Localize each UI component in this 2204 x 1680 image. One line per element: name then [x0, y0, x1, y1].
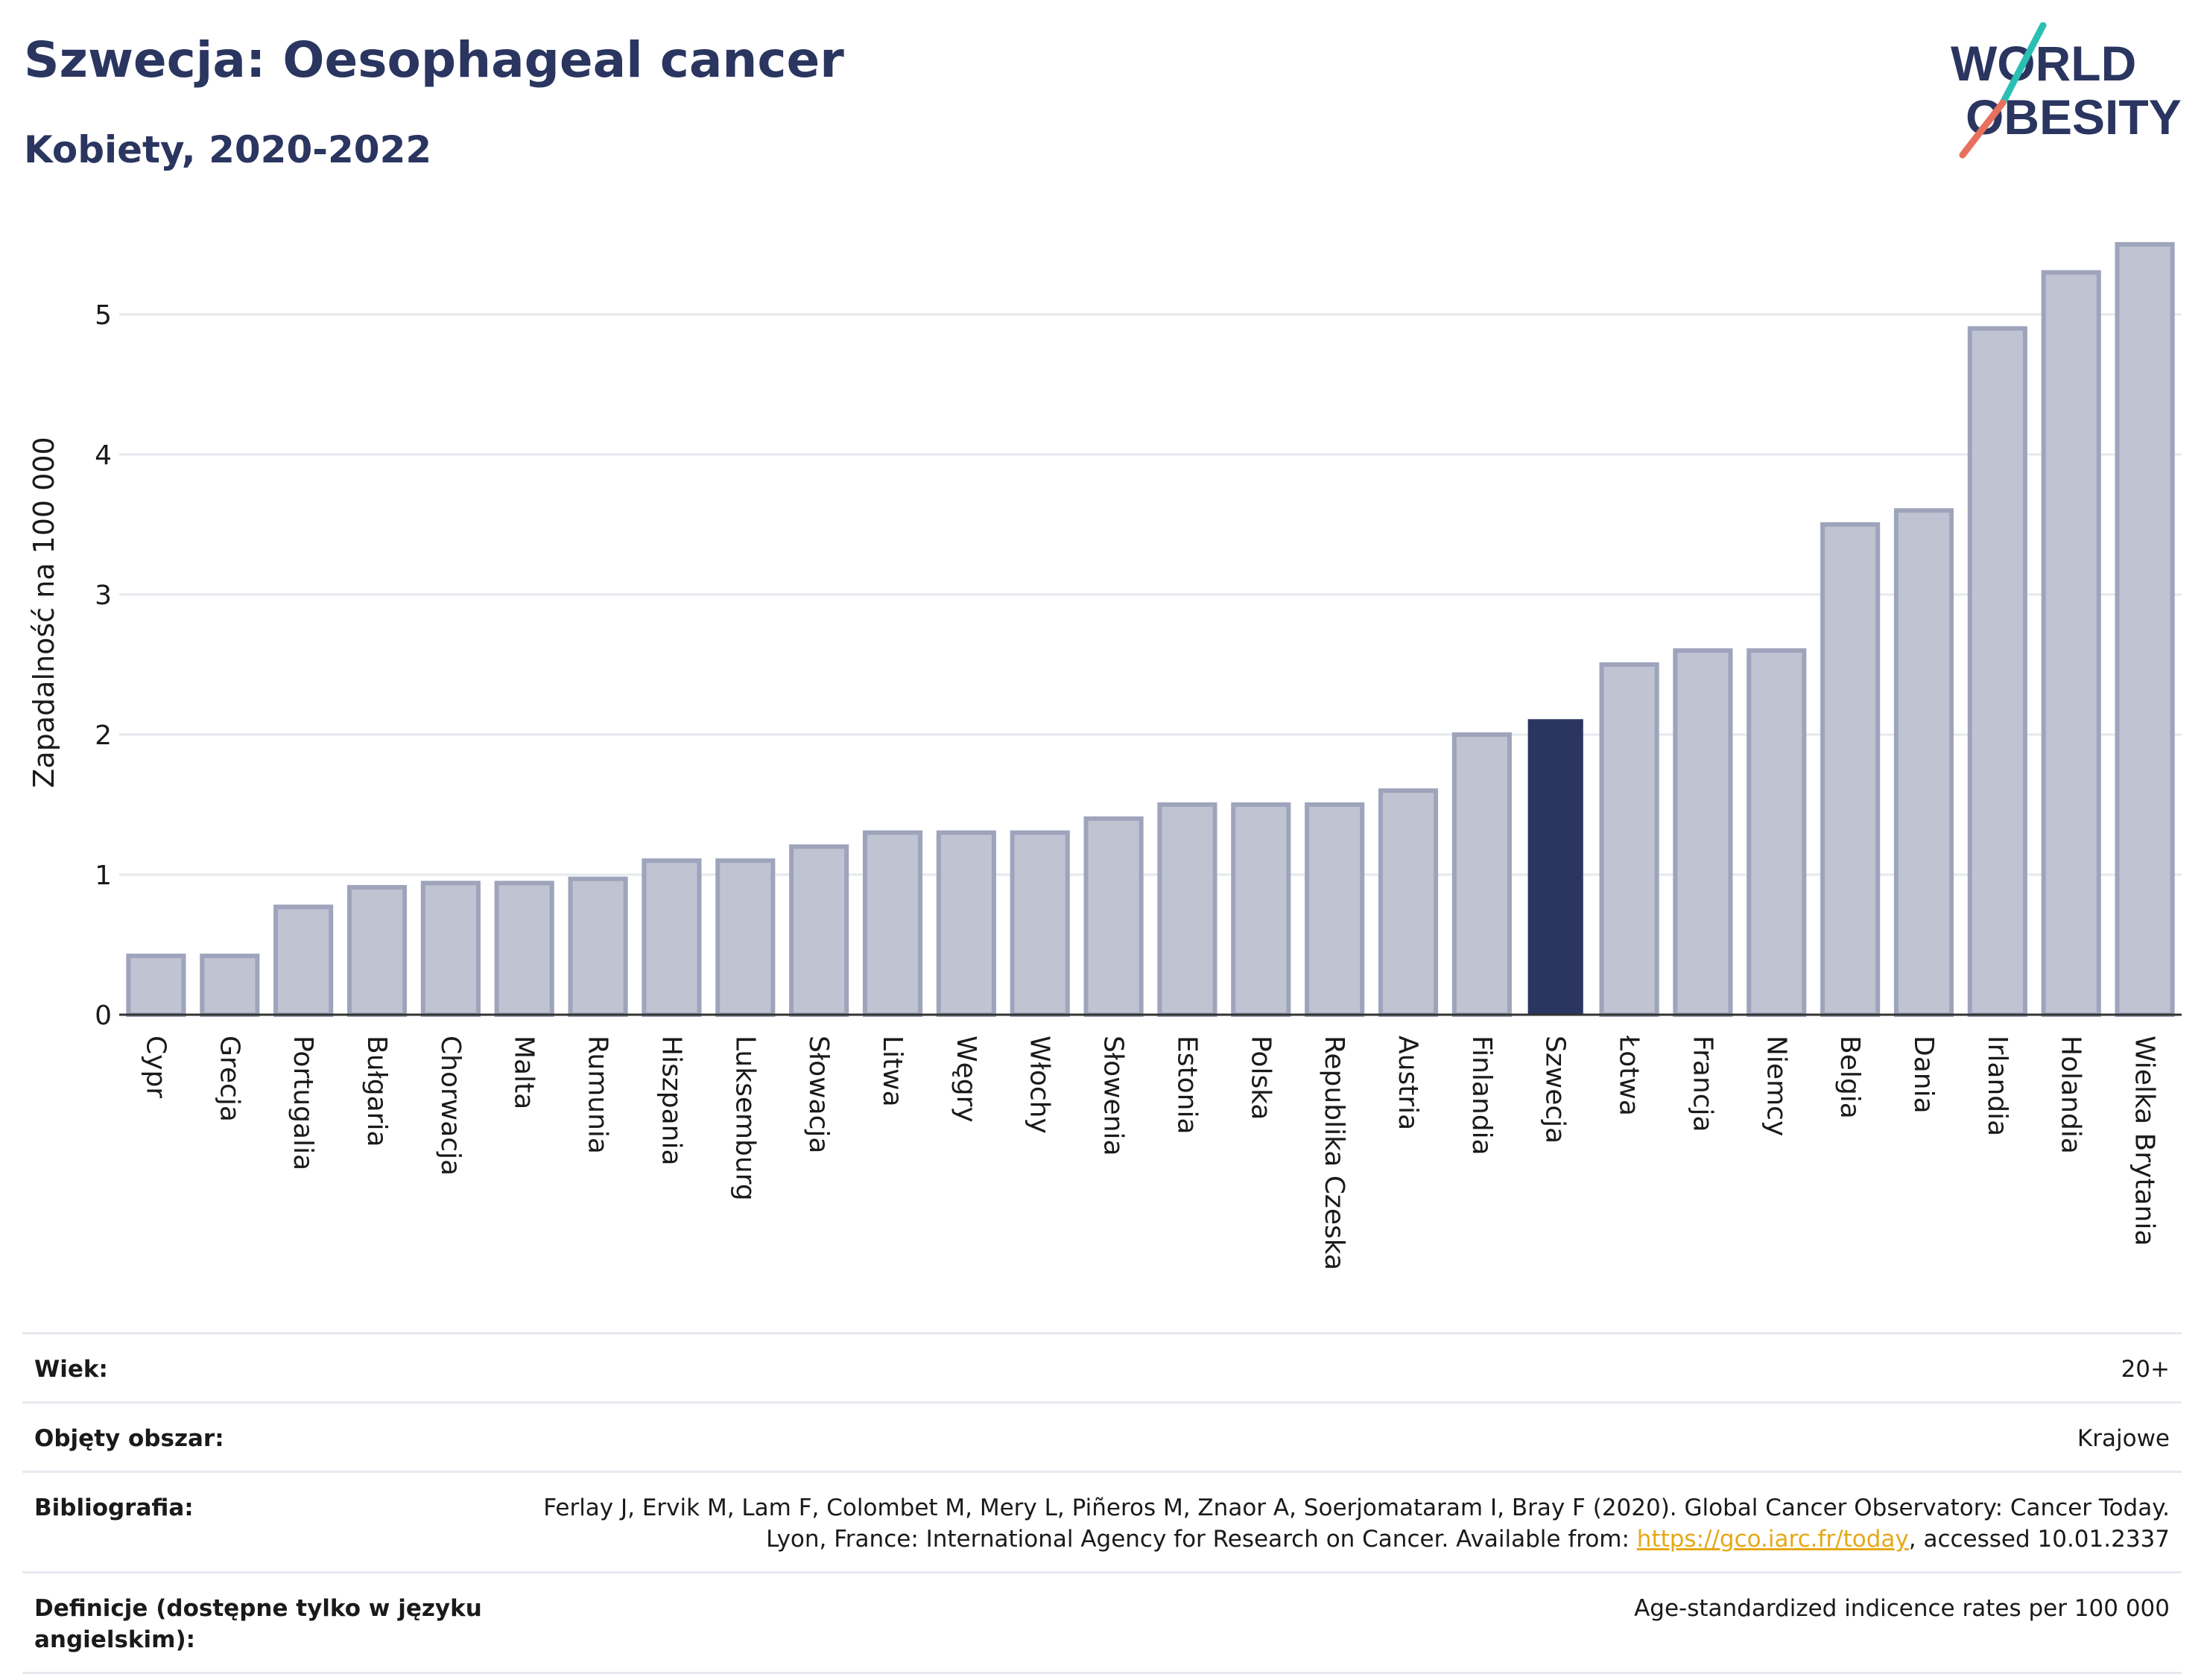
axes: 0 1 2 3 4 5 Cypr Grecja Portugalia Bułgaria Chorwa… — [95, 300, 2182, 1270]
meta-value: Age-standardized indicence rates per 100… — [1634, 1595, 2170, 1622]
bar[interactable] — [346, 884, 408, 1018]
chart-title: Szwecja: Oesophageal cancer — [24, 31, 844, 89]
meta-label: Objęty obszar: — [34, 1425, 224, 1452]
bar[interactable] — [1231, 802, 1291, 1017]
y-tick-label: 0 — [95, 1001, 112, 1031]
bar[interactable] — [715, 858, 776, 1017]
bar[interactable] — [1378, 788, 1439, 1017]
meta-row-area: Objęty obszar: Krajowe — [22, 1401, 2182, 1471]
bar[interactable] — [1747, 648, 1807, 1017]
metadata-table: Wiek: 20+ Objęty obszar: Krajowe Bibliog… — [22, 1332, 2182, 1674]
x-tick-label: Hiszpania — [656, 1036, 686, 1166]
source-link[interactable]: https://gco.iarc.fr/today — [1636, 1526, 1909, 1553]
meta-row-age: Wiek: 20+ — [22, 1332, 2182, 1401]
logo-slash-teal — [1999, 22, 2047, 107]
bar[interactable] — [568, 876, 628, 1018]
bar[interactable] — [1451, 732, 1512, 1017]
x-tick-label: Austria — [1393, 1036, 1423, 1130]
bar[interactable] — [494, 881, 554, 1018]
world-obesity-logo: WORLD OBESITY — [1951, 22, 2182, 159]
bar[interactable] — [1893, 508, 1954, 1017]
bar[interactable] — [1599, 662, 1659, 1017]
y-axis-label: Zapadalność na 100 000 — [28, 437, 60, 787]
bar[interactable] — [1820, 522, 1881, 1017]
meta-label: Definicje (dostępne tylko w języku angie… — [34, 1595, 482, 1653]
y-tick-label: 2 — [95, 720, 112, 751]
x-tick-label: Chorwacja — [435, 1036, 466, 1176]
x-tick-label: Portugalia — [288, 1036, 318, 1170]
x-tick-label: Szwecja — [1540, 1036, 1571, 1144]
x-tick-label: Litwa — [877, 1036, 908, 1107]
bar[interactable] — [642, 858, 702, 1017]
x-tick-label: Holandia — [2056, 1036, 2086, 1154]
y-tick-label: 4 — [95, 440, 112, 471]
y-tick-label: 5 — [95, 300, 112, 331]
chart-subtitle: Kobiety, 2020-2022 — [24, 128, 432, 171]
meta-value: Krajowe — [2077, 1425, 2170, 1452]
bar[interactable] — [1305, 802, 1365, 1017]
bibliography-accessed: , accessed 10.01.2337 — [1908, 1526, 2170, 1553]
bar[interactable] — [1010, 830, 1070, 1017]
x-tick-label: Łotwa — [1614, 1035, 1644, 1116]
x-tick-label: Finlandia — [1466, 1036, 1497, 1156]
bar[interactable] — [1157, 802, 1217, 1017]
bibliography-text: Ferlay J, Ervik M, Lam F, Colombet M, Me… — [543, 1494, 2170, 1553]
bar[interactable] — [420, 881, 481, 1018]
bar[interactable] — [2041, 270, 2101, 1018]
x-tick-label: Irlandia — [1982, 1036, 2013, 1136]
meta-value: 20+ — [2121, 1356, 2170, 1383]
x-tick-label: Włochy — [1025, 1036, 1055, 1134]
x-tick-label: Słowacja — [803, 1036, 834, 1153]
x-tick-label: Węgry — [951, 1036, 981, 1123]
x-tick-label: Dania — [1908, 1036, 1939, 1114]
bars — [126, 242, 2175, 1018]
x-tick-label: Francja — [1687, 1036, 1717, 1132]
meta-label: Wiek: — [34, 1356, 108, 1383]
bar[interactable] — [1083, 816, 1144, 1018]
x-tick-label: Niemcy — [1761, 1036, 1791, 1136]
meta-row-bibliography: Bibliografia: Ferlay J, Ervik M, Lam F, … — [22, 1471, 2182, 1571]
meta-label: Bibliografia: — [34, 1494, 194, 1521]
x-tick-label: Belgia — [1834, 1036, 1865, 1119]
x-tick-label: Polska — [1245, 1036, 1276, 1120]
meta-row-definitions: Definicje (dostępne tylko w języku angie… — [22, 1571, 2182, 1674]
x-tick-label: Grecja — [214, 1036, 244, 1122]
logo-slash-coral — [1959, 99, 2007, 159]
x-tick-label: Bułgaria — [361, 1036, 392, 1147]
x-tick-label: Malta — [509, 1036, 539, 1109]
x-tick-label: Estonia — [1171, 1036, 1202, 1135]
bar[interactable] — [1673, 648, 1733, 1017]
x-tick-label: Republika Czeska — [1319, 1036, 1349, 1270]
bar[interactable] — [2115, 242, 2175, 1017]
bar[interactable] — [273, 904, 334, 1017]
logo-text-world: WORLD — [1951, 36, 2136, 91]
bar-highlight[interactable] — [1527, 719, 1583, 1015]
x-tick-label: Cypr — [140, 1036, 171, 1098]
x-tick-label: Wielka Brytania — [2129, 1036, 2160, 1246]
bar[interactable] — [126, 954, 186, 1018]
bar[interactable] — [862, 830, 923, 1017]
bar[interactable] — [200, 954, 260, 1018]
y-tick-label: 3 — [95, 580, 112, 611]
meta-value: Ferlay J, Ervik M, Lam F, Colombet M, Me… — [531, 1492, 2170, 1555]
bar[interactable] — [936, 830, 996, 1017]
x-tick-label: Słowenia — [1098, 1036, 1129, 1156]
bar[interactable] — [1967, 326, 2027, 1017]
x-tick-label: Rumunia — [583, 1036, 613, 1154]
y-tick-label: 1 — [95, 860, 112, 891]
x-tick-label: Luksemburg — [729, 1036, 760, 1201]
bar[interactable] — [789, 844, 849, 1018]
bar-chart: 0 1 2 3 4 5 Cypr Grecja Portugalia Bułgaria Chorwa… — [28, 242, 2182, 1270]
